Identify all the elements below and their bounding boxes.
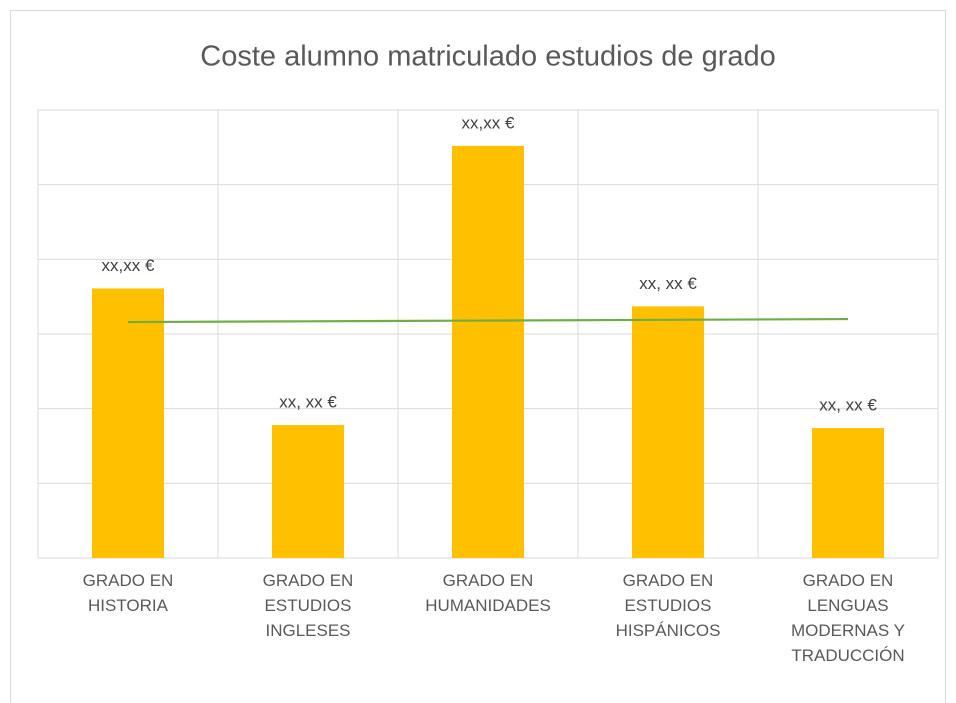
data-label: xx, xx €	[819, 396, 877, 415]
data-label: xx, xx €	[639, 274, 697, 293]
data-label: xx,xx €	[462, 113, 515, 132]
bar	[812, 428, 884, 558]
bar	[272, 425, 344, 558]
line-series	[127, 317, 849, 324]
x-tick-label: GRADO EN ESTUDIOS HISPÁNICOS	[615, 571, 721, 640]
bar	[632, 306, 704, 558]
bar	[452, 145, 524, 558]
x-tick-label: GRADO EN HUMANIDADES	[425, 571, 551, 615]
chart-title: Coste alumno matriculado estudios de gra…	[200, 41, 776, 73]
data-label: xx, xx €	[279, 393, 337, 412]
bar	[92, 288, 164, 558]
x-tick-label: GRADO EN ESTUDIOS INGLESES	[262, 571, 354, 640]
x-tick-label: GRADO EN HISTORIA	[82, 571, 174, 615]
data-label: xx,xx €	[102, 256, 155, 275]
x-tick-label: GRADO EN LENGUAS MODERNAS Y TRADUCCIÓN	[791, 571, 905, 665]
